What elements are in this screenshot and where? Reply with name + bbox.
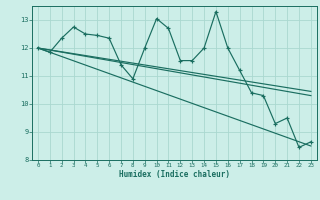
X-axis label: Humidex (Indice chaleur): Humidex (Indice chaleur) xyxy=(119,170,230,179)
